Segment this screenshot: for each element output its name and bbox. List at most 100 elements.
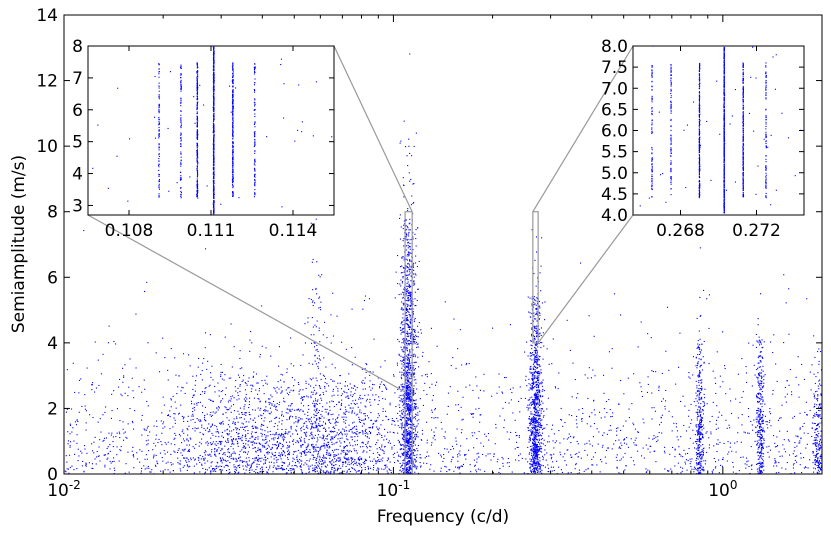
data-point (312, 470, 314, 472)
data-point (408, 462, 410, 464)
data-point (717, 439, 719, 441)
data-point (250, 418, 252, 420)
data-point (407, 392, 409, 394)
data-point (337, 394, 339, 396)
data-point (406, 437, 408, 439)
data-point (237, 433, 239, 435)
data-point (416, 425, 418, 427)
data-point (415, 379, 417, 381)
data-point (135, 367, 137, 369)
data-point (169, 428, 171, 430)
data-point (281, 423, 283, 425)
data-point (413, 402, 415, 404)
data-point (198, 457, 200, 459)
data-point (541, 302, 543, 304)
data-point (146, 467, 148, 469)
data-point (289, 410, 291, 412)
data-point (345, 416, 347, 418)
data-point (292, 443, 294, 445)
data-point (275, 406, 277, 408)
data-point (426, 376, 428, 378)
data-point (658, 387, 660, 389)
data-point (332, 292, 334, 294)
data-point (234, 452, 236, 454)
data-point (489, 453, 491, 455)
data-point (409, 326, 411, 328)
data-point (328, 412, 330, 414)
data-point (530, 464, 532, 466)
data-point (204, 420, 206, 422)
data-point (504, 377, 506, 379)
data-point (364, 460, 366, 462)
data-point (350, 463, 352, 465)
data-point (355, 389, 357, 391)
data-point (155, 352, 157, 354)
data-point (303, 432, 305, 434)
data-point (204, 387, 206, 389)
data-point (145, 440, 147, 442)
data-point (343, 413, 345, 415)
data-point (311, 427, 313, 429)
data-point (259, 457, 261, 459)
data-point (263, 409, 265, 411)
data-point (586, 423, 588, 425)
data-point (403, 184, 405, 186)
data-point (392, 431, 394, 433)
data-point (247, 451, 249, 453)
data-point (799, 442, 801, 444)
data-point (675, 426, 677, 428)
data-point (226, 455, 228, 457)
data-point (91, 467, 93, 469)
data-point (290, 410, 292, 412)
data-point (394, 452, 396, 454)
data-point (212, 468, 214, 470)
data-point (374, 399, 376, 401)
data-point (325, 411, 327, 413)
data-point (339, 457, 341, 459)
data-point (658, 389, 660, 391)
data-point (289, 468, 291, 470)
data-point (398, 353, 400, 355)
data-point (716, 443, 718, 445)
data-point (413, 339, 415, 341)
data-point (408, 411, 410, 413)
data-point (387, 472, 389, 474)
data-point (417, 346, 419, 348)
data-point (433, 470, 435, 472)
data-point (502, 392, 504, 394)
data-point (407, 297, 409, 299)
data-point (658, 385, 660, 387)
data-point (245, 435, 247, 437)
data-point (426, 442, 428, 444)
data-point (401, 413, 403, 415)
data-point (403, 427, 405, 429)
data-point (462, 463, 464, 465)
data-point (341, 449, 343, 451)
data-point (477, 468, 479, 470)
data-point (242, 434, 244, 436)
data-point (363, 450, 365, 452)
data-point (620, 442, 622, 444)
data-point (131, 450, 133, 452)
data-point (757, 409, 759, 411)
data-point (305, 454, 307, 456)
data-point (412, 408, 414, 410)
data-point (329, 401, 331, 403)
data-point (408, 414, 410, 416)
data-point (548, 363, 550, 365)
data-point (409, 438, 411, 440)
data-point (317, 454, 319, 456)
data-point (264, 409, 266, 411)
data-point (316, 466, 318, 468)
data-point (472, 413, 474, 415)
data-point (397, 389, 399, 391)
data-point (301, 460, 303, 462)
data-point (204, 406, 206, 408)
data-point (363, 423, 365, 425)
data-point (255, 451, 257, 453)
data-point (409, 292, 411, 294)
data-point (622, 425, 624, 427)
data-point (530, 460, 532, 462)
data-point (269, 413, 271, 415)
data-point (323, 457, 325, 459)
